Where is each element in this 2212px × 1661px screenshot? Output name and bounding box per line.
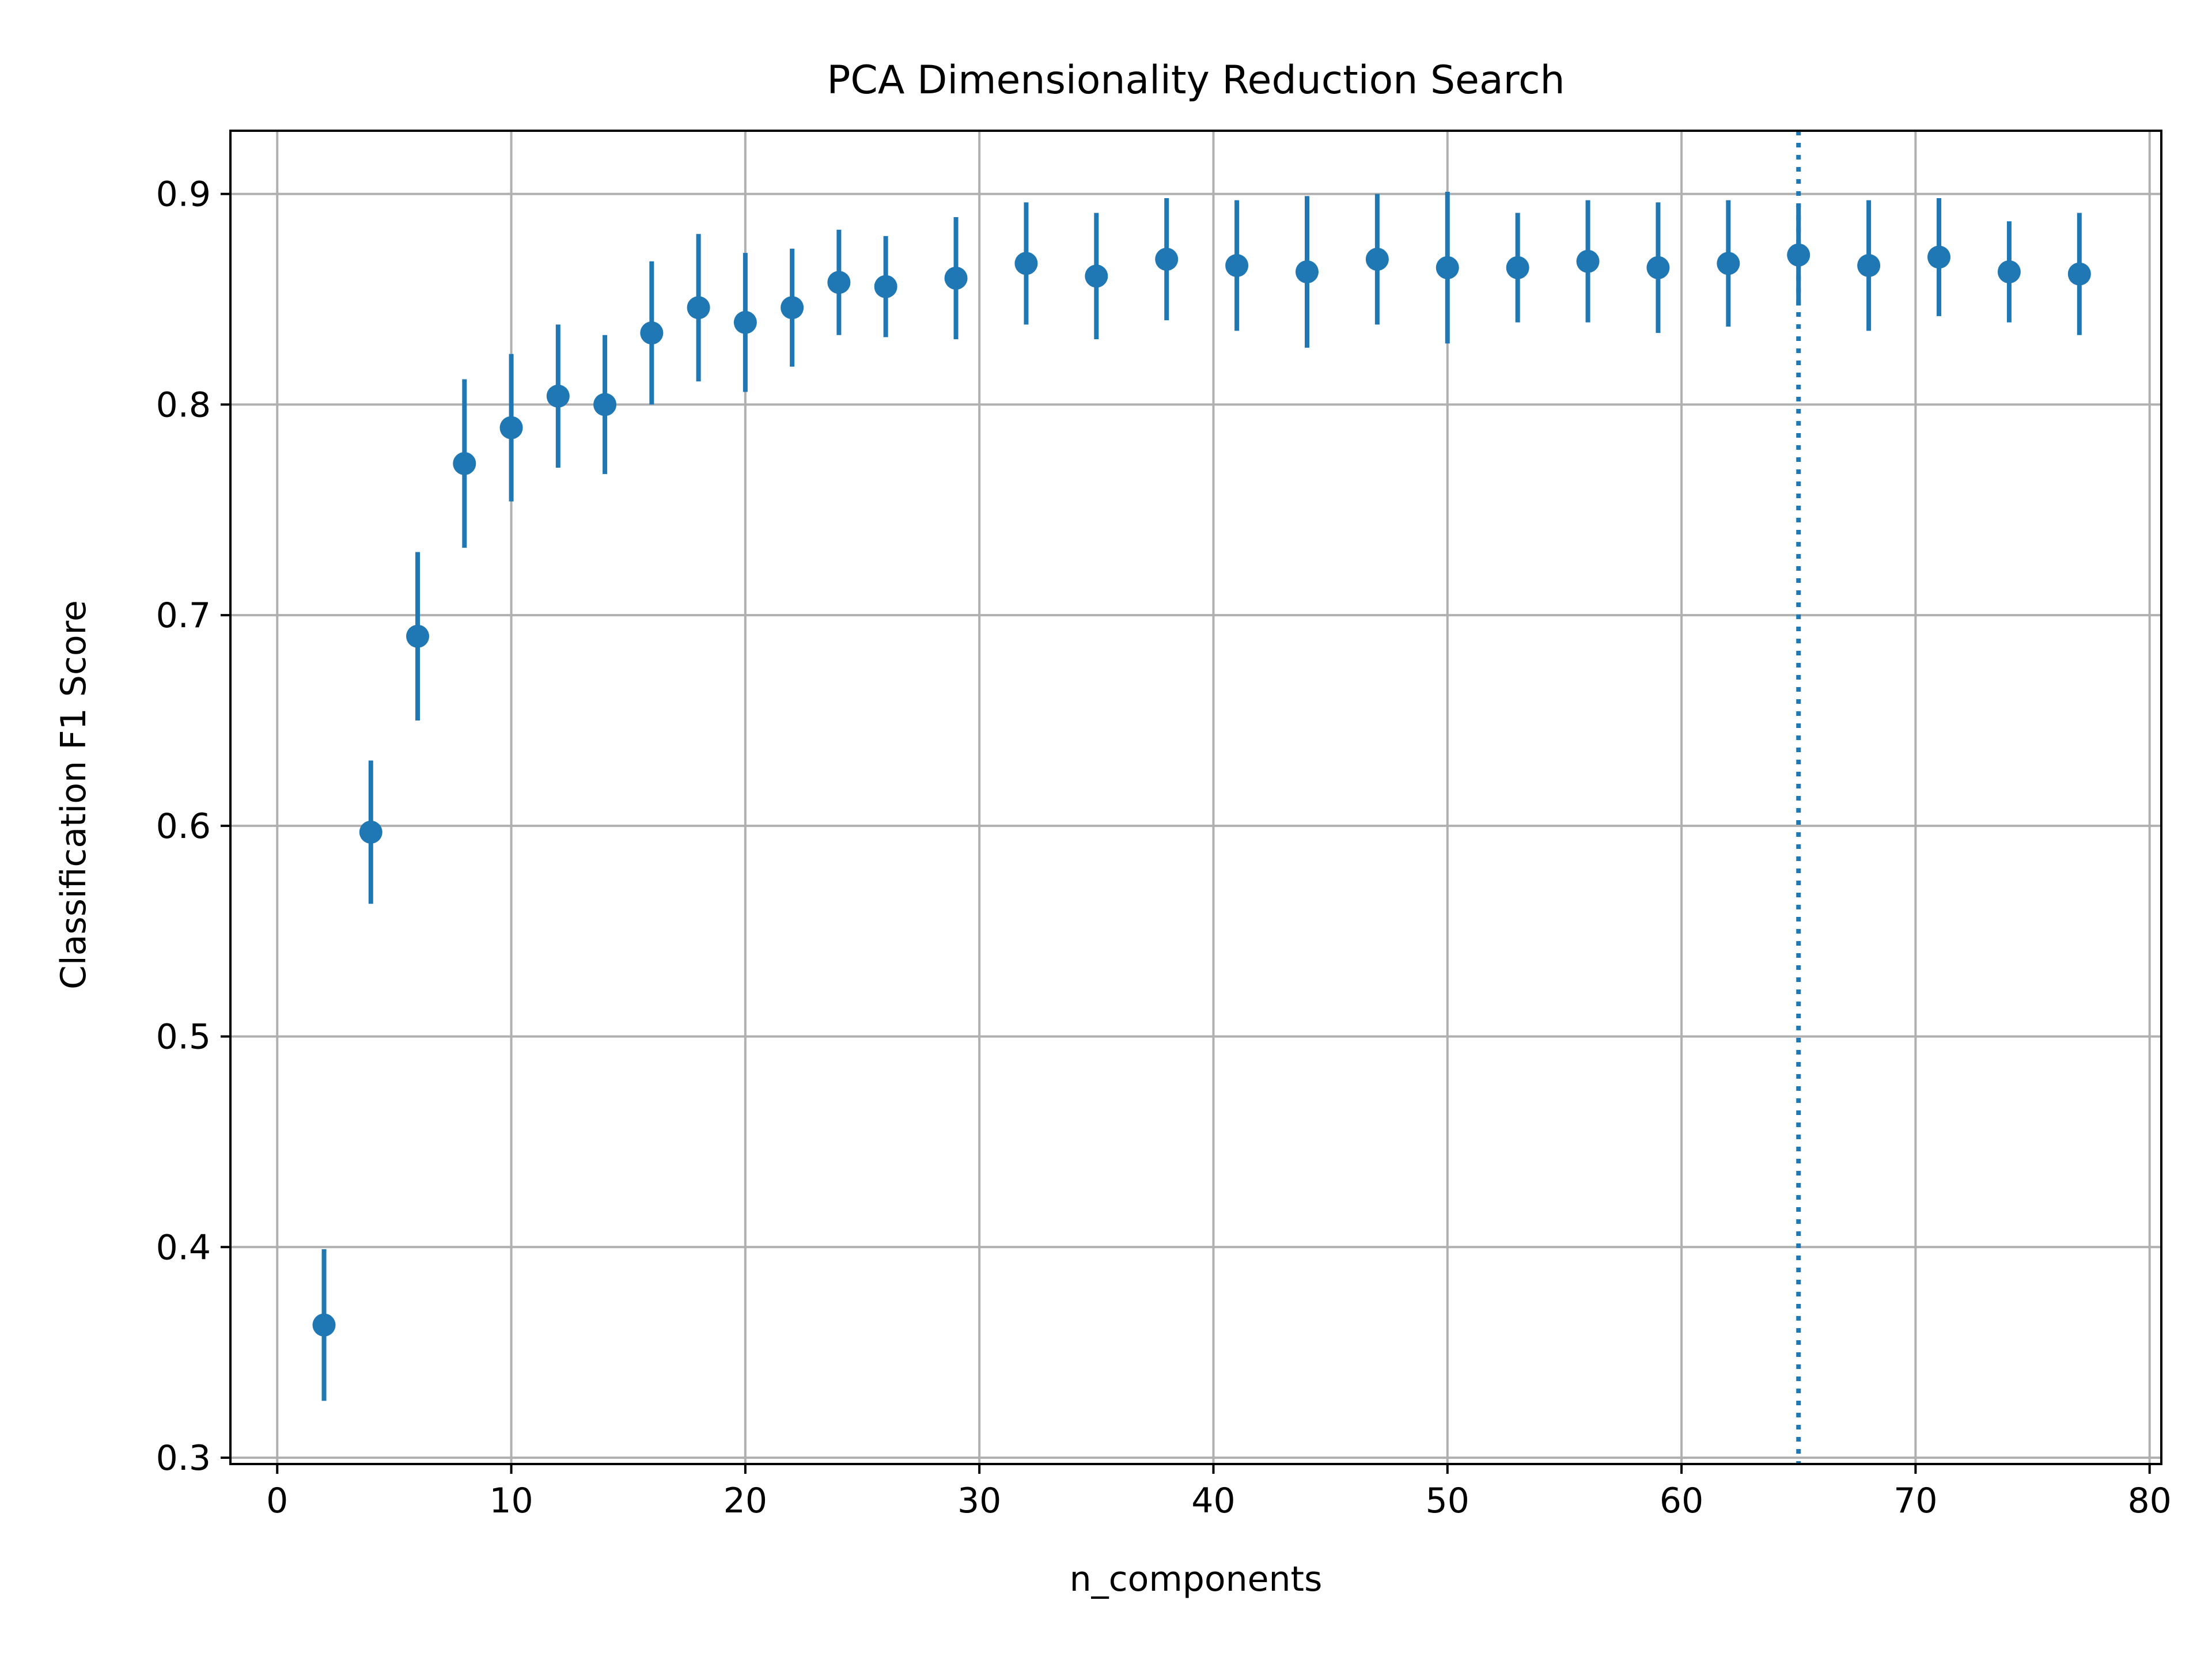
y-tick-label: 0.4 xyxy=(156,1227,211,1268)
y-tick-label: 0.5 xyxy=(156,1017,211,1057)
data-point xyxy=(1155,248,1179,271)
data-point xyxy=(1927,245,1951,269)
data-point xyxy=(2067,262,2091,286)
data-point xyxy=(1717,252,1740,275)
y-tick-label: 0.9 xyxy=(156,175,211,215)
data-point xyxy=(1225,254,1249,278)
x-axis-label: n_components xyxy=(1070,1559,1323,1599)
data-point xyxy=(827,271,851,294)
data-point xyxy=(733,310,757,334)
x-tick-label: 10 xyxy=(489,1481,533,1521)
x-tick-label: 80 xyxy=(2128,1481,2172,1521)
y-tick-label: 0.3 xyxy=(156,1438,211,1478)
chart-title: PCA Dimensionality Reduction Search xyxy=(827,58,1565,103)
data-point xyxy=(1576,249,1600,273)
grid xyxy=(230,131,2161,1464)
data-point xyxy=(499,416,523,439)
data-point xyxy=(1646,256,1670,279)
data-point xyxy=(546,384,570,408)
data-point xyxy=(1014,252,1038,275)
y-tick-label: 0.6 xyxy=(156,806,211,847)
data-point xyxy=(781,296,804,320)
data-point xyxy=(1997,260,2021,284)
data-point xyxy=(1435,256,1459,279)
x-tick-label: 40 xyxy=(1191,1481,1235,1521)
y-tick-label: 0.7 xyxy=(156,596,211,636)
x-tick-label: 70 xyxy=(1893,1481,1937,1521)
data-point xyxy=(453,452,476,475)
data-point xyxy=(1365,248,1389,271)
data-point xyxy=(1295,260,1319,284)
data-point xyxy=(1787,243,1810,267)
ticks: 0 10 20 30 40 50 60 70 80 0.3 0.4 0.5 0.6 0.7 0.8 0.9 xyxy=(156,175,2172,1521)
data-point xyxy=(312,1313,336,1337)
x-tick-label: 20 xyxy=(724,1481,767,1521)
x-tick-label: 60 xyxy=(1660,1481,1703,1521)
y-tick-label: 0.8 xyxy=(156,385,211,425)
x-tick-label: 0 xyxy=(266,1481,288,1521)
data-point xyxy=(874,275,897,298)
data-point xyxy=(640,321,664,345)
data-point xyxy=(1857,254,1881,278)
data-point xyxy=(1085,264,1108,288)
x-tick-label: 30 xyxy=(957,1481,1001,1521)
plot-frame xyxy=(229,130,2162,1465)
axes xyxy=(229,130,2162,1465)
data-point xyxy=(406,624,430,648)
data-point xyxy=(944,267,968,290)
data-point xyxy=(359,820,382,844)
data-point xyxy=(687,296,710,320)
x-tick-label: 50 xyxy=(1426,1481,1469,1521)
y-axis-label: Classification F1 Score xyxy=(54,600,94,989)
data-points xyxy=(312,192,2091,1401)
data-point xyxy=(1506,256,1529,279)
data-point xyxy=(593,393,617,416)
